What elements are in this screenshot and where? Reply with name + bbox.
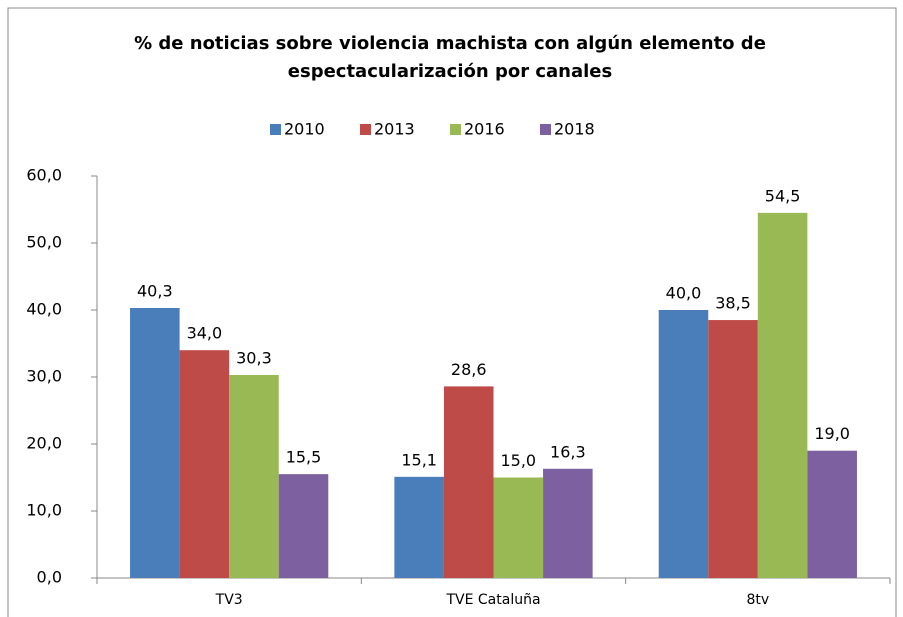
- value-label: 40,3: [137, 281, 173, 300]
- chart-title: % de noticias sobre violencia machista c…: [134, 33, 766, 82]
- value-label: 54,5: [765, 186, 801, 205]
- bar: [757, 212, 808, 578]
- y-tick-label: 30,0: [26, 367, 62, 386]
- bar: [130, 307, 180, 578]
- value-label: 28,6: [451, 360, 487, 379]
- bar: [807, 450, 857, 578]
- legend-swatch: [360, 124, 371, 135]
- bar: [493, 477, 544, 578]
- value-label: 34,0: [187, 324, 223, 343]
- chart-frame: [7, 7, 897, 617]
- y-tick-label: 10,0: [26, 501, 62, 520]
- bar: [708, 320, 758, 578]
- x-tick-label: TVE Cataluña: [445, 592, 540, 608]
- value-label: 15,1: [401, 450, 437, 469]
- y-tick-label: 20,0: [26, 434, 62, 453]
- legend-swatch: [450, 124, 461, 135]
- bar: [543, 468, 593, 578]
- legend-label: 2013: [374, 120, 415, 139]
- value-label: 40,0: [666, 284, 702, 303]
- value-label: 30,3: [236, 348, 272, 367]
- bar: [443, 386, 494, 578]
- y-tick-label: 40,0: [26, 300, 62, 319]
- value-label: 15,5: [286, 448, 322, 467]
- legend-swatch: [540, 124, 551, 135]
- legend-label: 2010: [284, 120, 325, 139]
- x-tick-label: TV3: [215, 592, 243, 608]
- bar: [278, 474, 329, 578]
- value-label: 15,0: [500, 451, 536, 470]
- value-label: 16,3: [550, 442, 586, 461]
- bar: [394, 476, 444, 578]
- legend-label: 2018: [554, 120, 595, 139]
- y-tick-label: 50,0: [26, 233, 62, 252]
- x-tick-label: 8tv: [746, 592, 769, 608]
- value-label: 19,0: [814, 424, 850, 443]
- bar: [179, 350, 230, 578]
- bar: [658, 310, 709, 578]
- y-tick-label: 60,0: [26, 166, 62, 185]
- bar: [229, 374, 279, 578]
- value-label: 38,5: [715, 294, 751, 313]
- legend-swatch: [270, 124, 281, 135]
- y-tick-label: 0,0: [37, 568, 62, 587]
- legend-label: 2016: [464, 120, 505, 139]
